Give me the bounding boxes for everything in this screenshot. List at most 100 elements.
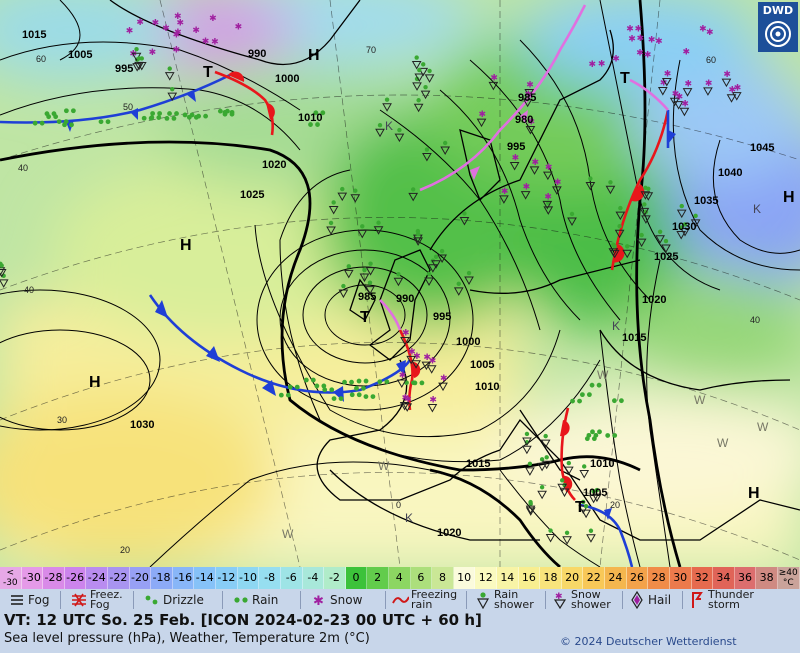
warm-core-marker: W — [757, 420, 769, 434]
legend-thunderstorm: Thunder storm — [688, 589, 754, 611]
rain-shower-icon — [582, 464, 587, 469]
weather-symbols: ✱✱ ✱✱✱✱✱✱✱✱✱✱✱✱✱ ✱✱✱✱✱✱✱✱✱✱✱✱✱✱✱✱✱✱✱✱✱✱✱✱✱… — [0, 12, 742, 545]
snow-shower-icon — [427, 403, 438, 413]
rain-shower-icon — [167, 66, 172, 71]
snow-shower-icon — [499, 195, 509, 204]
snow-shower-icon — [679, 107, 690, 117]
low-pressure-center: T — [620, 70, 630, 87]
rain-shower-icon — [167, 92, 178, 102]
snow-icon: ✱ — [532, 158, 540, 168]
isobar-label: 1015 — [622, 332, 646, 344]
snow-shower-icon — [703, 87, 713, 96]
scale-cell: -26 — [64, 567, 87, 589]
warm-core-marker: W — [282, 527, 294, 541]
isobar-label: 1045 — [750, 142, 774, 154]
snow-shower-icon — [673, 101, 684, 110]
rain-shower-icon — [622, 249, 633, 259]
scale-cell: 12 — [475, 567, 498, 589]
rain-shower-icon — [618, 205, 623, 211]
isobar-label: 990 — [396, 293, 414, 305]
rain-shower-icon — [433, 254, 439, 259]
rain-icon — [370, 394, 376, 400]
rain-shower-icon — [421, 62, 426, 67]
legend-separator — [60, 591, 61, 609]
rain-icon — [596, 382, 602, 388]
rain-shower-icon — [641, 215, 651, 224]
front-bulge — [266, 103, 275, 120]
rain-shower-icon — [609, 249, 620, 259]
snow-shower-icon — [396, 379, 407, 389]
cold-core-marker: K — [385, 119, 393, 133]
rain-shower-icon — [440, 146, 451, 156]
legend-separator — [133, 591, 134, 609]
isobar-label: 995 — [433, 311, 451, 323]
scale-cell: 24 — [605, 567, 627, 589]
graticule-label: 60 — [706, 55, 716, 65]
snow-icon: ✱ — [705, 79, 713, 89]
rain-shower-icon — [338, 289, 349, 299]
snow-icon: ✱ — [152, 19, 160, 29]
rain-shower-icon — [437, 254, 447, 264]
rain-icon — [189, 112, 195, 118]
rain-icon — [338, 396, 344, 402]
snow-shower-icon — [406, 355, 417, 365]
snow-shower-icon — [543, 171, 553, 181]
front-bulge — [612, 244, 625, 263]
snow-icon: ✱ — [544, 192, 552, 202]
rain-icon — [589, 382, 595, 388]
rain-icon — [363, 394, 369, 400]
snow-shower-icon — [438, 382, 448, 392]
snow-icon: ✱ — [527, 117, 535, 127]
front-bulge — [630, 184, 645, 202]
rain-shower-icon — [357, 229, 368, 239]
snow-shower-icon — [400, 336, 410, 346]
rain-shower-icon — [393, 277, 404, 287]
isobar-label: 985 — [518, 92, 536, 104]
scale-cell: 14 — [497, 567, 519, 589]
rain-shower-icon — [563, 466, 574, 476]
warm-front-north — [214, 70, 275, 136]
rain-icon — [363, 378, 369, 384]
front-bulge — [562, 475, 573, 492]
scale-cell: 26 — [626, 567, 649, 589]
rain-shower-icon — [413, 237, 423, 246]
rain-shower-icon — [359, 273, 370, 283]
rain-shower-icon — [134, 61, 144, 71]
isobar-label: 1005 — [583, 487, 607, 499]
snow-shower-icon: ✱ — [551, 591, 569, 609]
rain-shower-icon — [557, 483, 568, 493]
rain-icon — [203, 113, 209, 119]
scale-cell: 2 — [367, 567, 389, 589]
rain-icon — [167, 111, 172, 116]
graticule — [0, 0, 800, 567]
rain-shower-icon — [541, 460, 552, 470]
validity-time: VT: 12 UTC So. 25 Feb. [ICON 2024-02-23 … — [4, 611, 482, 629]
rain-icon — [411, 380, 416, 386]
rain-shower-icon — [612, 244, 617, 249]
front-tooth — [130, 108, 138, 120]
snow-icon: ✱ — [211, 37, 219, 47]
isobar-label: 1030 — [672, 221, 696, 233]
rain-icon — [321, 383, 327, 389]
snow-shower-icon — [524, 89, 535, 98]
freezing-rain-icon — [391, 591, 409, 609]
snow-icon: ✱ — [706, 28, 714, 38]
snow-icon: ✱ — [598, 59, 606, 69]
rain-icon — [105, 119, 111, 125]
cold-core-marker: K — [753, 202, 761, 216]
snow-icon: ✱ — [512, 153, 520, 163]
isobar-label: 1035 — [694, 195, 718, 207]
warm-core-marker: W — [378, 459, 390, 473]
graticule-label: 70 — [366, 45, 376, 55]
rain-shower-icon — [394, 133, 405, 143]
rain-icon — [308, 122, 313, 127]
scale-cell: 0 — [345, 567, 368, 589]
rain-icon — [331, 396, 337, 402]
rain-icon — [70, 108, 76, 114]
legend-freezing-rain: Freezing rain — [391, 589, 457, 611]
rain-shower-icon — [564, 530, 570, 535]
isobars — [0, 0, 800, 567]
rain-shower-icon — [543, 433, 548, 439]
rain-icon — [310, 377, 316, 383]
weather-map: ✱✱ ✱✱✱✱✱✱✱✱✱✱✱✱✱ ✱✱✱✱✱✱✱✱✱✱✱✱✱✱✱✱✱✱✱✱✱✱✱✱✱… — [0, 0, 800, 567]
